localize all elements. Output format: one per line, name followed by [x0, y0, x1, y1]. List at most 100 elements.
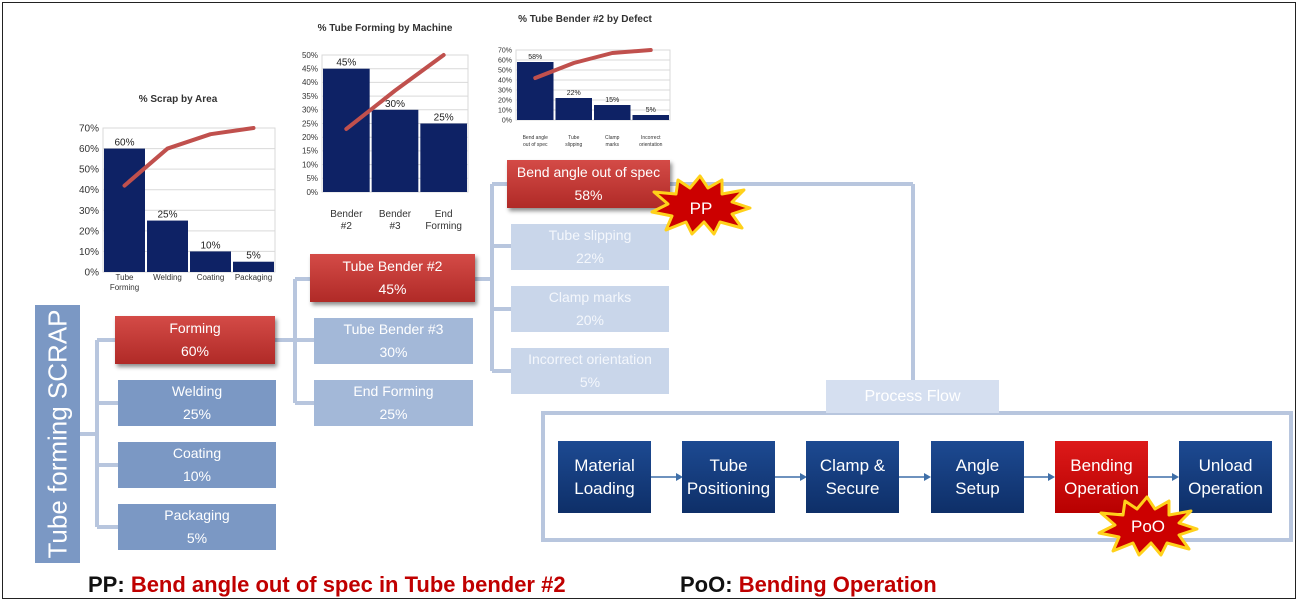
poo-badge-label: PoO — [1131, 517, 1165, 536]
y-tick-label: 0% — [306, 188, 318, 197]
x-category-label: Packaging — [235, 273, 272, 282]
defect-box-clamp-marks: Clamp marks 20% — [511, 286, 669, 332]
chart-title-scrap-area: % Scrap by Area — [100, 94, 256, 105]
area-box-welding: Welding 25% — [118, 380, 276, 426]
bar-data-label: 22% — [567, 90, 581, 97]
area-label: Packaging — [164, 504, 229, 527]
bar-data-label: 25% — [157, 210, 177, 221]
bar — [633, 115, 670, 120]
chart-title-defect: % Tube Bender #2 by Defect — [490, 14, 680, 25]
step-line1: Unload — [1199, 454, 1253, 477]
y-tick-label: 0% — [502, 117, 512, 124]
y-tick-label: 40% — [79, 185, 99, 196]
step-line1: Bending — [1070, 454, 1132, 477]
machine-box-end-forming: End Forming 25% — [314, 380, 473, 426]
process-step-clamp-secure: Clamp & Secure — [806, 441, 899, 513]
defect-label: Bend angle out of spec — [517, 161, 660, 184]
machine-box-bender2: Tube Bender #2 45% — [310, 254, 475, 302]
bar-data-label: 58% — [528, 54, 542, 61]
defect-label: Tube slipping — [549, 224, 632, 247]
area-value: 10% — [183, 465, 211, 488]
bar-data-label: 25% — [434, 113, 454, 124]
bar-data-label: 45% — [336, 58, 356, 69]
x-category-label: Bender — [379, 209, 412, 220]
defect-box-incorrect-orientation: Incorrect orientation 5% — [511, 348, 669, 394]
bar-data-label: 5% — [246, 251, 261, 262]
machine-label: End Forming — [353, 380, 433, 403]
step-line1: Material — [574, 454, 634, 477]
bar — [190, 251, 231, 272]
machine-value: 45% — [378, 278, 406, 301]
bar — [517, 62, 554, 120]
footer-poo: PoO: Bending Operation — [680, 572, 937, 598]
bar — [147, 221, 188, 272]
x-category-label: Clamp — [605, 135, 620, 141]
area-label: Welding — [172, 380, 222, 403]
bar — [420, 124, 467, 193]
x-category-label: Tube — [116, 273, 134, 282]
y-tick-label: 20% — [498, 97, 512, 104]
x-category-label: Forming — [110, 283, 139, 292]
y-tick-label: 10% — [79, 247, 99, 258]
bar — [104, 149, 145, 272]
y-tick-label: 50% — [498, 67, 512, 74]
y-tick-label: 10% — [498, 107, 512, 114]
footer-pp-key: PP — [88, 572, 117, 597]
x-category-label: End — [435, 209, 453, 220]
y-tick-label: 40% — [498, 77, 512, 84]
x-category-label: #2 — [341, 221, 353, 232]
footer-poo-key: PoO — [680, 572, 725, 597]
x-category-label: slipping — [565, 142, 582, 148]
y-tick-label: 20% — [79, 226, 99, 237]
y-tick-label: 50% — [302, 51, 318, 60]
step-line2: Operation — [1188, 477, 1263, 500]
x-category-label: Incorrect — [641, 135, 661, 141]
footer-poo-value: Bending Operation — [739, 572, 937, 597]
process-flow-title: Process Flow — [826, 380, 999, 413]
bar-data-label: 10% — [200, 240, 220, 251]
bar — [372, 110, 419, 192]
area-value: 5% — [187, 527, 207, 550]
bar-data-label: 15% — [605, 97, 619, 104]
pp-starburst-badge: PP — [648, 174, 752, 236]
x-category-label: Coating — [197, 273, 225, 282]
area-box-forming: Forming 60% — [115, 316, 275, 364]
defect-value: 58% — [574, 184, 602, 207]
area-label: Coating — [173, 442, 221, 465]
x-category-label: Bender — [330, 209, 363, 220]
y-tick-label: 5% — [306, 174, 318, 183]
y-tick-label: 70% — [498, 47, 512, 54]
y-tick-label: 30% — [302, 106, 318, 115]
defect-box-bend-angle: Bend angle out of spec 58% — [507, 160, 670, 208]
bar — [556, 98, 593, 120]
defect-box-tube-slipping: Tube slipping 22% — [511, 224, 669, 270]
x-category-label: #3 — [389, 221, 401, 232]
x-category-label: Bend angle — [523, 135, 549, 141]
y-tick-label: 15% — [302, 147, 318, 156]
x-category-label: Forming — [425, 221, 462, 232]
step-line1: Clamp & — [820, 454, 885, 477]
footer-pp-value: Bend angle out of spec in Tube bender #2 — [131, 572, 566, 597]
machine-value: 25% — [379, 403, 407, 426]
step-line1: Tube — [709, 454, 747, 477]
y-tick-label: 20% — [302, 133, 318, 142]
area-value: 25% — [183, 403, 211, 426]
machine-label: Tube Bender #2 — [343, 255, 443, 278]
process-step-angle-setup: Angle Setup — [931, 441, 1024, 513]
poo-starburst-badge: PoO — [1095, 495, 1199, 557]
y-tick-label: 45% — [302, 65, 318, 74]
y-tick-label: 30% — [498, 87, 512, 94]
x-category-label: Welding — [153, 273, 182, 282]
y-tick-label: 25% — [302, 119, 318, 128]
y-tick-label: 10% — [302, 160, 318, 169]
area-label: Forming — [169, 317, 220, 340]
bar — [233, 262, 274, 272]
tree-root: Tube forming SCRAP — [35, 305, 80, 563]
y-tick-label: 0% — [85, 268, 100, 279]
y-tick-label: 30% — [79, 206, 99, 217]
step-line1: Angle — [956, 454, 999, 477]
y-tick-label: 40% — [302, 78, 318, 87]
defect-label: Clamp marks — [549, 286, 631, 309]
process-step-material-loading: Material Loading — [558, 441, 651, 513]
